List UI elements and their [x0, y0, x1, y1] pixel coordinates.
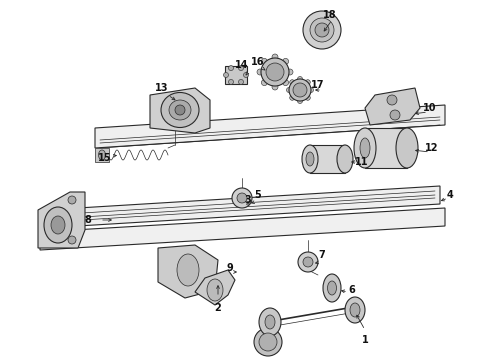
Polygon shape	[95, 105, 445, 148]
Text: 6: 6	[348, 285, 355, 295]
Text: 3: 3	[245, 195, 251, 205]
Polygon shape	[195, 270, 235, 305]
Bar	[95, 148, 109, 162]
Polygon shape	[38, 192, 85, 248]
Text: 2: 2	[215, 303, 221, 313]
Ellipse shape	[327, 281, 337, 295]
Ellipse shape	[337, 145, 353, 173]
Text: 1: 1	[362, 335, 368, 345]
Text: 12: 12	[425, 143, 439, 153]
Circle shape	[290, 80, 294, 85]
Circle shape	[287, 87, 292, 93]
Circle shape	[261, 80, 268, 86]
Circle shape	[283, 80, 289, 86]
Circle shape	[237, 193, 247, 203]
Text: 9: 9	[227, 263, 233, 273]
Text: 13: 13	[155, 83, 169, 93]
Ellipse shape	[323, 274, 341, 302]
Ellipse shape	[51, 216, 65, 234]
Text: 5: 5	[255, 190, 261, 200]
Ellipse shape	[396, 128, 418, 168]
Circle shape	[244, 72, 248, 77]
Circle shape	[272, 54, 278, 60]
Circle shape	[305, 80, 310, 85]
Ellipse shape	[98, 150, 105, 160]
Polygon shape	[40, 208, 445, 250]
Polygon shape	[45, 186, 440, 228]
Ellipse shape	[266, 63, 284, 81]
Circle shape	[223, 72, 228, 77]
Ellipse shape	[161, 93, 199, 127]
Bar	[310, 145, 345, 173]
Ellipse shape	[306, 152, 314, 166]
Text: 18: 18	[323, 10, 337, 20]
Circle shape	[228, 80, 234, 85]
Circle shape	[303, 257, 313, 267]
Text: 10: 10	[423, 103, 437, 113]
Text: 14: 14	[235, 60, 249, 70]
Ellipse shape	[177, 254, 199, 286]
Bar	[365, 128, 407, 168]
Circle shape	[68, 236, 76, 244]
Polygon shape	[158, 245, 218, 298]
Circle shape	[261, 58, 268, 64]
Circle shape	[297, 77, 302, 81]
Bar	[225, 66, 247, 84]
Text: 4: 4	[446, 190, 453, 200]
Ellipse shape	[350, 303, 360, 317]
Ellipse shape	[354, 128, 376, 168]
Ellipse shape	[175, 105, 185, 115]
Text: 7: 7	[318, 250, 325, 260]
Text: 17: 17	[311, 80, 325, 90]
Ellipse shape	[303, 11, 341, 49]
Circle shape	[239, 80, 244, 85]
Circle shape	[287, 69, 293, 75]
Ellipse shape	[254, 328, 282, 356]
Circle shape	[298, 252, 318, 272]
Circle shape	[68, 196, 76, 204]
Circle shape	[232, 188, 252, 208]
Circle shape	[272, 84, 278, 90]
Ellipse shape	[207, 279, 223, 301]
Circle shape	[257, 69, 263, 75]
Text: 15: 15	[98, 153, 112, 163]
Polygon shape	[150, 88, 210, 133]
Ellipse shape	[293, 83, 307, 97]
Ellipse shape	[44, 207, 72, 243]
Polygon shape	[365, 88, 420, 125]
Ellipse shape	[302, 145, 318, 173]
Ellipse shape	[265, 315, 275, 329]
Circle shape	[283, 58, 289, 64]
Ellipse shape	[360, 138, 370, 158]
Ellipse shape	[259, 308, 281, 336]
Circle shape	[297, 99, 302, 104]
Ellipse shape	[310, 18, 334, 42]
Ellipse shape	[261, 58, 289, 86]
Ellipse shape	[259, 333, 277, 351]
Circle shape	[387, 95, 397, 105]
Text: 16: 16	[251, 57, 265, 67]
Text: 11: 11	[355, 157, 369, 167]
Text: 8: 8	[85, 215, 92, 225]
Circle shape	[239, 66, 244, 71]
Circle shape	[305, 95, 310, 100]
Circle shape	[309, 87, 314, 93]
Circle shape	[390, 110, 400, 120]
Circle shape	[290, 95, 294, 100]
Ellipse shape	[289, 79, 311, 101]
Ellipse shape	[345, 297, 365, 323]
Ellipse shape	[315, 23, 329, 37]
Ellipse shape	[169, 100, 191, 120]
Circle shape	[228, 66, 234, 71]
